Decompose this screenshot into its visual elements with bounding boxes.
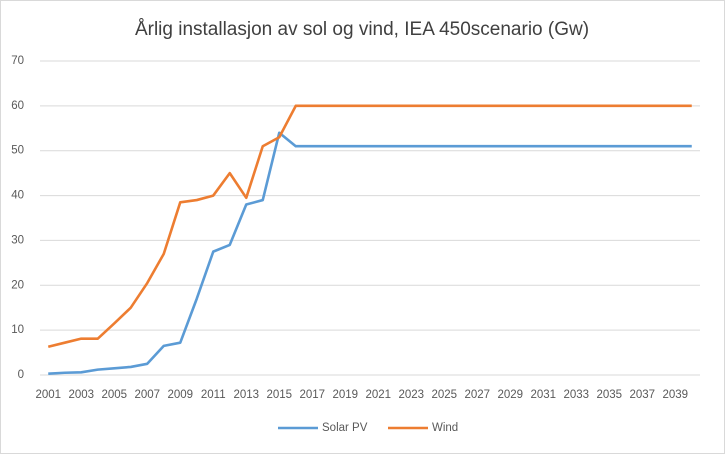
- x-tick-label: 2033: [563, 389, 589, 401]
- x-tick-label: 2015: [266, 389, 292, 401]
- x-tick-label: 2023: [398, 389, 424, 401]
- legend-label: Wind: [432, 422, 458, 434]
- y-tick-label: 50: [11, 145, 24, 157]
- x-tick-label: 2011: [201, 389, 226, 401]
- y-tick-label: 20: [11, 279, 24, 291]
- series-line: [48, 131, 692, 375]
- y-tick-label: 70: [11, 55, 24, 67]
- y-tick-label: 30: [11, 234, 24, 246]
- x-tick-label: 2021: [365, 389, 391, 401]
- y-tick-label: 10: [11, 324, 24, 336]
- x-tick-label: 2035: [596, 389, 622, 401]
- x-tick-label: 2005: [101, 389, 127, 401]
- x-tick-label: 2013: [233, 389, 259, 401]
- x-tick-label: 2009: [167, 389, 193, 401]
- x-tick-label: 2027: [464, 389, 490, 401]
- legend-label: Solar PV: [322, 422, 368, 434]
- x-tick-label: 2019: [332, 389, 358, 401]
- y-tick-label: 0: [18, 369, 24, 381]
- y-tick-label: 40: [11, 190, 24, 202]
- x-tick-label: 2001: [35, 389, 61, 401]
- x-tick-label: 2003: [68, 389, 94, 401]
- y-tick-label: 60: [11, 100, 24, 112]
- series-line: [47, 104, 692, 349]
- chart-title: Årlig installasjon av sol og vind, IEA 4…: [135, 19, 589, 40]
- x-tick-label: 2037: [629, 389, 655, 401]
- x-tick-label: 2017: [299, 389, 325, 401]
- x-tick-label: 2039: [662, 389, 688, 401]
- x-tick-label: 2025: [431, 389, 457, 401]
- x-tick-label: 2031: [530, 389, 556, 401]
- x-tick-label: 2007: [134, 389, 160, 401]
- x-tick-label: 2029: [497, 389, 523, 401]
